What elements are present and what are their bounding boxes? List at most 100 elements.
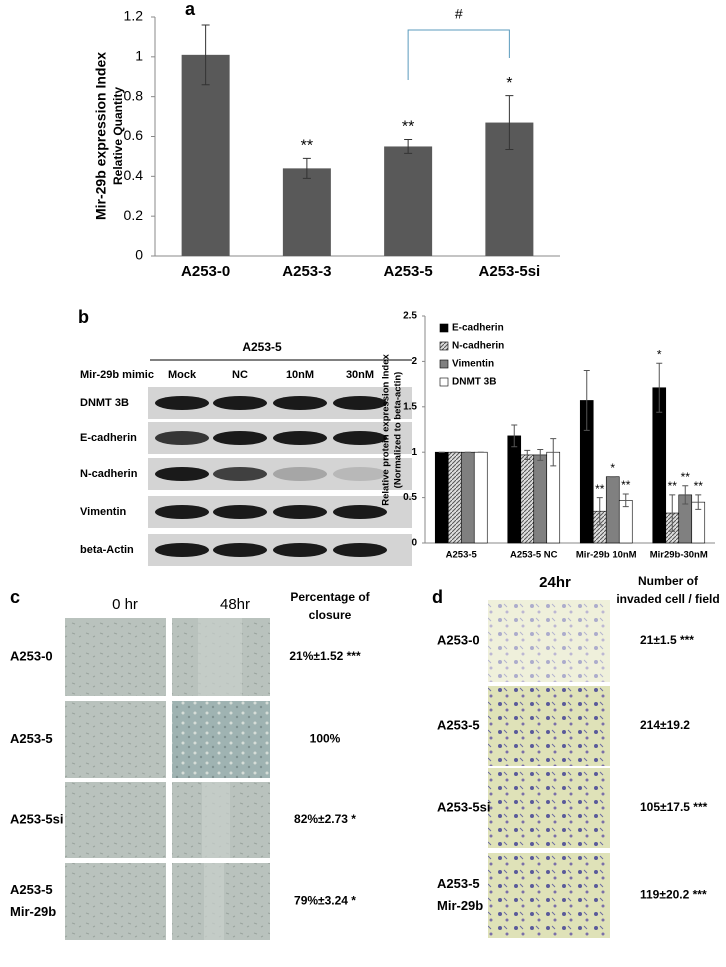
bar — [181, 54, 230, 256]
y-axis-label: (Normalized to beta-actin) — [393, 372, 404, 489]
y-axis-label: Mir-29b expression Index — [93, 52, 109, 220]
wound-gap — [198, 618, 242, 696]
column-label: 24hr — [539, 574, 571, 591]
blot-band — [155, 431, 209, 445]
y-tick-label: 1.5 — [403, 401, 417, 412]
result: 21%±1.52 *** — [289, 649, 361, 663]
error-bar — [537, 448, 544, 461]
legend-label: DNMT 3B — [452, 377, 496, 388]
y-tick-label: 1 — [135, 48, 143, 64]
bar — [507, 435, 522, 544]
x-tick-label: A253-0 — [181, 263, 230, 280]
bar — [447, 451, 462, 544]
micrograph — [172, 701, 270, 778]
bracket — [407, 29, 510, 80]
y-tick-label: 0 — [135, 247, 143, 263]
row-label: A253-5 — [437, 717, 480, 732]
error-bar — [524, 449, 531, 460]
row-label: N-cadherin — [80, 468, 138, 480]
significance: * — [657, 347, 662, 361]
blot-band — [333, 543, 387, 557]
result: 214±19.2 — [640, 718, 690, 732]
blot-band — [213, 396, 267, 410]
result: 119±20.2 *** — [640, 888, 707, 902]
row-label: Mir-29b — [437, 898, 483, 913]
significance: ** — [694, 479, 704, 493]
error-bar — [695, 494, 702, 510]
row-label: A253-0 — [10, 648, 53, 663]
error-bar — [669, 494, 676, 532]
error-bar — [682, 485, 689, 505]
x-tick-label: A253-5si — [479, 263, 541, 280]
micrograph — [488, 686, 610, 766]
row-label: A253-0 — [437, 632, 480, 647]
error-bar — [656, 362, 663, 413]
significance: ** — [681, 470, 691, 484]
x-tick-label: A253-5 — [446, 550, 478, 561]
blot-band — [273, 505, 327, 519]
y-tick-label: 0.5 — [403, 492, 417, 503]
result: 105±17.5 *** — [640, 800, 708, 814]
blot-title: A253-5 — [242, 340, 282, 354]
y-axis-label: Relative Quantity — [111, 87, 125, 185]
legend-swatch — [439, 359, 449, 369]
micrograph — [488, 600, 610, 682]
result: 82%±2.73 * — [294, 812, 356, 826]
result-header: invaded cell / field — [616, 592, 719, 606]
error-bar — [302, 157, 311, 179]
error-bar — [511, 424, 518, 448]
x-tick-label: A253-5 NC — [510, 550, 558, 561]
significance: * — [610, 461, 615, 475]
column-label: 0 hr — [112, 596, 138, 613]
blot-band — [333, 467, 387, 481]
legend-swatch — [439, 323, 449, 333]
micrograph — [488, 853, 610, 938]
row-label: A253-5 — [437, 876, 480, 891]
result: 100% — [310, 732, 341, 746]
legend-label: E-cadherin — [452, 323, 504, 334]
panel-label: a — [185, 0, 196, 19]
bar — [473, 451, 488, 544]
micrograph — [65, 618, 166, 696]
blot-band — [155, 505, 209, 519]
significance: ** — [301, 138, 313, 155]
row-label: A253-5 — [10, 882, 53, 897]
blot-band — [213, 431, 267, 445]
significance: ** — [595, 482, 605, 496]
blot-band — [333, 396, 387, 410]
column-label: 48hr — [220, 596, 250, 613]
column-label: NC — [232, 369, 248, 381]
error-bar — [404, 138, 413, 154]
column-label: Mock — [168, 369, 197, 381]
blot-band — [155, 396, 209, 410]
error-bar — [583, 369, 590, 431]
column-label: 10nM — [286, 369, 314, 381]
micrograph — [65, 782, 166, 858]
row-label: A253-5si — [437, 799, 490, 814]
y-axis-label: Relative protein expression Index — [381, 354, 392, 506]
row-label: beta-Actin — [80, 544, 134, 556]
blot-band — [333, 505, 387, 519]
significance: ** — [402, 119, 414, 136]
y-tick-label: 0.4 — [124, 167, 144, 183]
significance: * — [506, 75, 512, 92]
panel-label: d — [432, 587, 443, 607]
row-label: A253-5si — [10, 811, 63, 826]
column-label: 30nM — [346, 369, 374, 381]
panel-label: c — [10, 587, 20, 607]
x-tick-label: A253-5 — [384, 263, 433, 280]
result: 79%±3.24 * — [294, 894, 356, 908]
blot-band — [333, 431, 387, 445]
blot-band — [273, 431, 327, 445]
wound-gap — [202, 782, 230, 858]
bar — [384, 146, 433, 256]
row-label: Mir-29b — [10, 904, 56, 919]
y-tick-label: 2.5 — [403, 311, 417, 322]
significance: ** — [621, 478, 631, 492]
legend-label: N-cadherin — [452, 341, 504, 352]
x-tick-label: Mir-29b 10nM — [576, 550, 637, 561]
y-tick-label: 0 — [411, 538, 417, 549]
bar — [460, 451, 475, 544]
micrograph — [488, 768, 610, 848]
